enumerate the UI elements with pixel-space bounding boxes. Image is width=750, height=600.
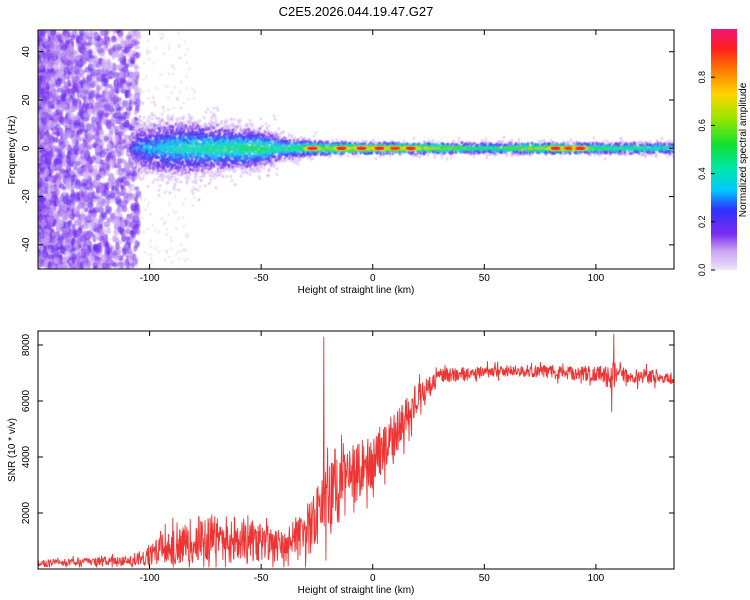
colorbar-tick-label: 0.8 xyxy=(697,71,707,84)
spec-xtick-label: 100 xyxy=(588,273,605,284)
figure-title: C2E5.2026.044.19.47.G27 xyxy=(279,4,434,19)
spectrogram-x-ticks: -100 -50 0 50 100 xyxy=(140,30,605,284)
spec-ytick-label: -40 xyxy=(21,237,32,252)
snr-ytick-label: 8000 xyxy=(21,333,32,356)
snr-y-label: SNR (10 * v/v) xyxy=(7,418,18,482)
spec-ytick-label: 0 xyxy=(21,145,32,151)
spectrogram-frame xyxy=(37,29,675,270)
spec-ytick-label: 20 xyxy=(21,94,32,106)
snr-ytick-label: 6000 xyxy=(21,389,32,412)
colorbar-tick-label: 0.2 xyxy=(697,216,707,229)
colorbar-ticks: 0.0 0.2 0.4 0.6 0.8 xyxy=(697,71,715,276)
spec-xtick-label: 50 xyxy=(479,273,491,284)
colorbar: 0.0 0.2 0.4 0.6 0.8 Normalized spectral ampl… xyxy=(697,29,749,276)
snr-ytick-label: 4000 xyxy=(21,445,32,468)
snr-x-ticks: -100 -50 0 50 100 xyxy=(140,331,605,584)
snr-xtick-label: 0 xyxy=(370,573,376,584)
colorbar-tick-label: 0.0 xyxy=(697,264,707,277)
snr-panel: -100 -50 0 50 100 2000 4000 6000 8000 Height of… xyxy=(7,330,675,596)
spectrogram-y-ticks: 40 20 0 -20 -40 xyxy=(21,46,674,252)
spec-ytick-label: 40 xyxy=(21,46,32,58)
colorbar-gradient xyxy=(711,29,737,270)
spectrogram-image xyxy=(38,30,674,269)
spectrogram-x-label: Height of straight line (km) xyxy=(298,285,415,296)
snr-xtick-label: 50 xyxy=(479,573,491,584)
spec-xtick-label: -100 xyxy=(140,273,160,284)
spec-xtick-label: 0 xyxy=(370,273,376,284)
colorbar-tick-label: 0.6 xyxy=(697,119,707,132)
snr-xtick-label: -50 xyxy=(254,573,269,584)
snr-frame xyxy=(37,330,675,570)
snr-xtick-label: 100 xyxy=(588,573,605,584)
snr-x-label: Height of straight line (km) xyxy=(298,585,415,596)
snr-xtick-label: -100 xyxy=(140,573,160,584)
spectrogram-y-label: Frequency (Hz) xyxy=(7,116,18,185)
colorbar-tick-label: 0.4 xyxy=(697,167,707,180)
snr-y-ticks: 2000 4000 6000 8000 xyxy=(21,333,674,524)
spec-ytick-label: -20 xyxy=(21,189,32,204)
colorbar-label: Normalized spectral amplitude xyxy=(738,82,749,217)
spectrogram-panel: -100 -50 0 50 100 40 20 0 -20 -40 Height of stra… xyxy=(7,29,675,296)
snr-series-line xyxy=(37,333,675,568)
snr-ytick-label: 2000 xyxy=(21,501,32,524)
spec-xtick-label: -50 xyxy=(254,273,269,284)
